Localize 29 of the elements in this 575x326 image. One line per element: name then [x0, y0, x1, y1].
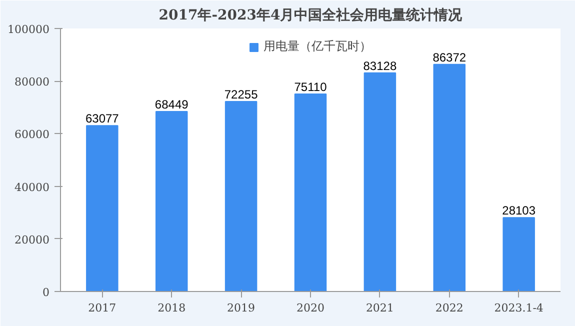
x-tick-label: 2018: [158, 302, 186, 314]
bar: [224, 100, 258, 292]
chart-title: 2017年-2023年4月中国全社会用电量统计情况: [158, 6, 464, 24]
data-label: 86372: [432, 50, 466, 64]
bar: [433, 64, 466, 292]
x-tick-label: 2021: [366, 302, 394, 314]
y-tick-label: 60000: [14, 128, 50, 142]
data-label: 72255: [224, 87, 258, 102]
x-tick-label: 2017: [88, 302, 116, 314]
bar: [294, 93, 327, 292]
data-label: 83128: [363, 58, 397, 73]
bar: [502, 217, 535, 292]
y-tick-label: 0: [42, 286, 50, 299]
y-tick-label: 40000: [14, 180, 50, 194]
x-tick-label: 2020: [296, 302, 325, 314]
x-tick-label: 2019: [227, 302, 256, 314]
x-tick-label: 2022: [435, 302, 464, 314]
bar: [86, 125, 118, 292]
y-tick-label: 80000: [14, 76, 50, 89]
data-label: 75110: [294, 80, 328, 94]
legend-label: 用电量（亿千瓦时）: [264, 38, 372, 55]
y-tick-label: 20000: [14, 233, 50, 246]
bar: [155, 110, 188, 292]
x-tick-label: 2023.1-4: [494, 302, 544, 314]
y-tick-label: 100000: [8, 23, 50, 36]
bar: [364, 72, 396, 292]
data-label: 28103: [502, 204, 536, 218]
data-label: 68449: [154, 97, 189, 112]
data-label: 63077: [85, 112, 120, 126]
